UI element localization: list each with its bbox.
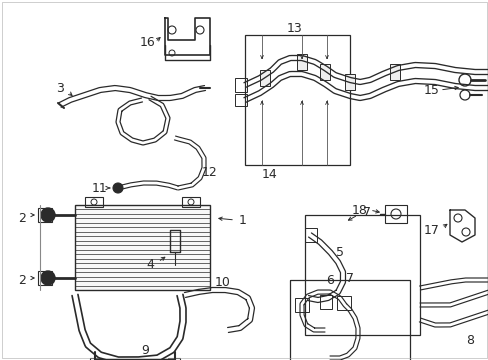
- Text: 14: 14: [262, 168, 277, 181]
- Bar: [244, 35, 349, 165]
- Text: 4: 4: [146, 258, 154, 271]
- Bar: [345, 74, 354, 90]
- Bar: [336, 296, 350, 310]
- Bar: [389, 64, 399, 80]
- Circle shape: [113, 183, 123, 193]
- Bar: [384, 205, 406, 223]
- Text: 9: 9: [141, 343, 149, 356]
- Bar: [296, 54, 306, 70]
- Bar: [168, 358, 180, 360]
- Bar: [38, 208, 52, 222]
- Bar: [305, 228, 316, 242]
- Circle shape: [41, 271, 55, 285]
- Text: 7: 7: [346, 271, 353, 284]
- Bar: [90, 358, 102, 360]
- Text: 6: 6: [325, 274, 333, 287]
- Circle shape: [41, 208, 55, 222]
- Text: 3: 3: [56, 82, 64, 95]
- Bar: [235, 94, 246, 106]
- Bar: [182, 197, 200, 207]
- Bar: [319, 64, 329, 80]
- Text: 2: 2: [18, 211, 26, 225]
- Text: 2: 2: [18, 274, 26, 288]
- Bar: [38, 271, 52, 285]
- Bar: [305, 215, 419, 335]
- Text: 10: 10: [215, 276, 230, 289]
- Text: 12: 12: [202, 166, 218, 180]
- Text: 1: 1: [239, 213, 246, 226]
- Text: 11: 11: [92, 181, 108, 194]
- Bar: [235, 78, 246, 92]
- Text: 15: 15: [423, 84, 439, 96]
- Text: 5: 5: [335, 246, 343, 258]
- Bar: [75, 205, 209, 290]
- Bar: [260, 70, 269, 86]
- Bar: [289, 280, 409, 360]
- Bar: [85, 197, 103, 207]
- Text: 8: 8: [465, 333, 473, 346]
- Text: 7: 7: [362, 206, 370, 219]
- Text: 16: 16: [140, 36, 156, 49]
- Text: 18: 18: [351, 203, 367, 216]
- Bar: [319, 295, 331, 309]
- Text: 13: 13: [286, 22, 302, 35]
- Bar: [294, 298, 308, 312]
- Text: 17: 17: [423, 224, 439, 237]
